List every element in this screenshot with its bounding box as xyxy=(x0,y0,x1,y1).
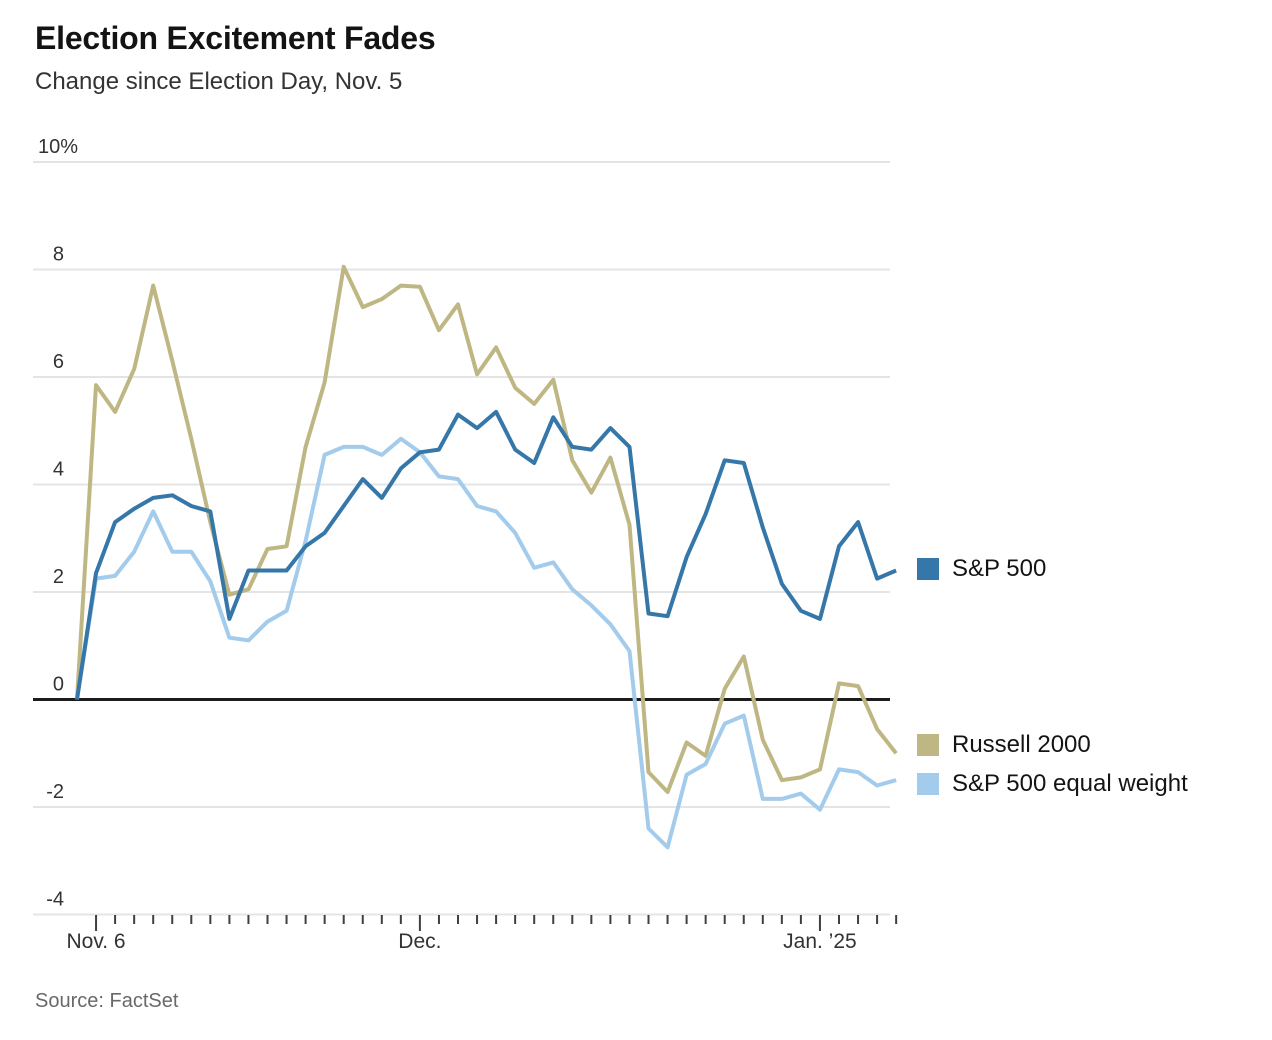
series-line-s-p-500-equal-weight xyxy=(75,436,897,850)
x-axis-label: Jan. ’25 xyxy=(783,930,857,953)
y-axis-label: 4 xyxy=(53,459,64,481)
x-axis-label: Nov. 6 xyxy=(66,930,125,953)
legend-swatch-russell-2000-icon xyxy=(917,734,939,756)
page-title: Election Excitement Fades xyxy=(35,20,436,56)
series-line-russell-2000 xyxy=(75,264,898,794)
legend-item-sp500: S&P 500 xyxy=(917,555,1046,583)
y-axis-label: 6 xyxy=(53,351,64,373)
y-axis-label: 10% xyxy=(38,136,78,158)
source-note: Source: FactSet xyxy=(35,990,179,1012)
legend-label-sp500-equal-weight: S&P 500 equal weight xyxy=(952,770,1188,797)
y-axis-label: 2 xyxy=(53,566,64,588)
legend-item-russell-2000: Russell 2000 xyxy=(917,731,1091,759)
series-line-s-p-500 xyxy=(75,409,897,700)
x-axis-label: Dec. xyxy=(398,930,441,953)
y-axis-label: 0 xyxy=(53,674,64,696)
legend-swatch-sp500-equal-weight-icon xyxy=(917,773,939,795)
legend-label-sp500: S&P 500 xyxy=(952,555,1047,582)
y-axis-label: -2 xyxy=(46,781,64,803)
legend-label-russell-2000: Russell 2000 xyxy=(952,731,1091,758)
legend-swatch-sp500-icon xyxy=(917,558,939,580)
y-axis-label: 8 xyxy=(53,244,64,266)
chart-subtitle: Change since Election Day, Nov. 5 xyxy=(35,68,403,95)
y-axis-label: -4 xyxy=(46,889,64,911)
legend-item-sp500-equal-weight: S&P 500 equal weight xyxy=(917,770,1188,798)
